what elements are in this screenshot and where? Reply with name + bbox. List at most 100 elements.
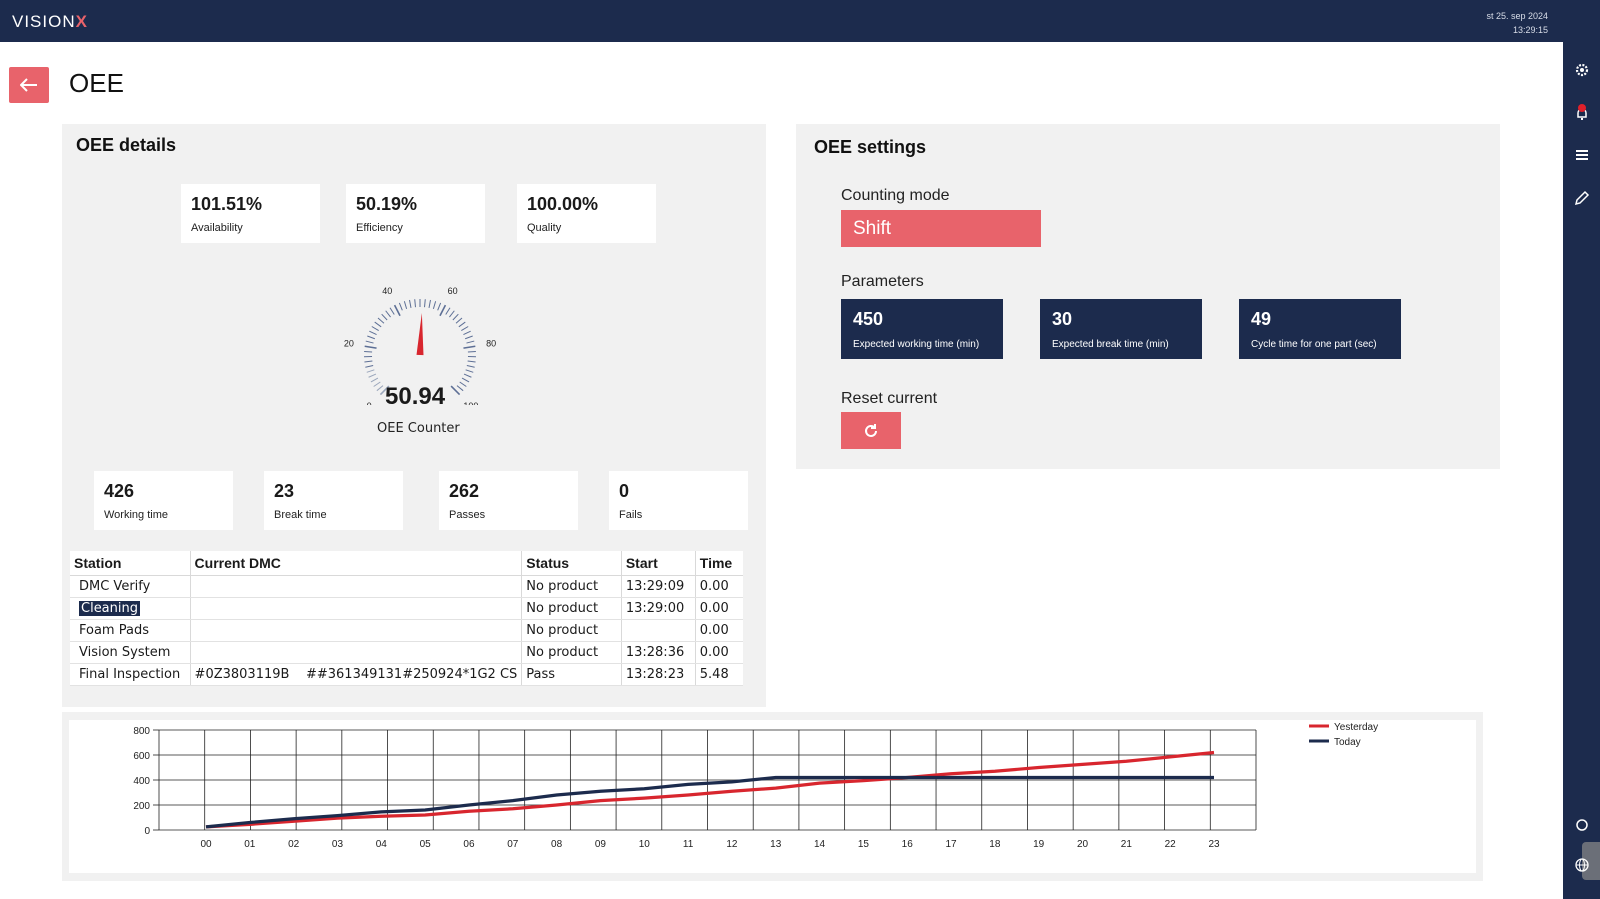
gauge-tick xyxy=(463,330,471,336)
globe-icon[interactable] xyxy=(1572,858,1592,878)
param-working-time[interactable]: 450 Expected working time (min) xyxy=(841,299,1003,359)
chart-xtick-label: 04 xyxy=(376,839,388,850)
gauge-tick xyxy=(450,385,461,396)
gauge-tick xyxy=(449,310,455,318)
dmc-cell: #0Z3803119B ##361349131#250924*1G2 CS xyxy=(190,663,523,686)
chart-xtick-label: 12 xyxy=(726,839,738,850)
chart-xtick-label: 00 xyxy=(200,839,212,850)
start-cell: 13:29:09 xyxy=(621,575,696,598)
gauge-tick xyxy=(437,302,442,311)
param-label: Cycle time for one part (sec) xyxy=(1251,339,1377,350)
side-tab-handle[interactable] xyxy=(1582,842,1600,880)
gauge-tick xyxy=(368,373,377,378)
chart-series-line-today xyxy=(205,775,1214,829)
station-cell: Final Inspection xyxy=(70,663,191,686)
dmc-cell xyxy=(190,575,523,598)
settings-small-icon[interactable] xyxy=(1572,818,1592,838)
gauge-tick xyxy=(439,304,447,317)
gauge-tick xyxy=(467,350,476,353)
chart-series-line-yesterday xyxy=(205,750,1215,829)
col-time: Time xyxy=(695,551,743,576)
gauge-tick xyxy=(403,301,408,310)
status-cell: No product xyxy=(521,575,622,598)
parameters-label: Parameters xyxy=(841,273,924,290)
param-cycle-time[interactable]: 49 Cycle time for one part (sec) xyxy=(1239,299,1401,359)
chart-xtick-label: 16 xyxy=(902,839,914,850)
chart-xtick-label: 09 xyxy=(595,839,607,850)
arrow-left-icon xyxy=(19,78,37,92)
gear-icon[interactable] xyxy=(1572,62,1592,82)
time-cell: 5.48 xyxy=(695,663,743,686)
chart-ytick-label: 400 xyxy=(133,776,150,787)
gauge-value: 50.94 xyxy=(385,383,446,410)
top-bar: VISIONX st 25. sep 2024 13:29:15 xyxy=(0,0,1600,42)
fails-label: Fails xyxy=(619,509,643,521)
counting-mode-button[interactable]: Shift xyxy=(841,210,1041,247)
counting-mode-label: Counting mode xyxy=(841,187,950,204)
chart-xtick-label: 18 xyxy=(989,839,1001,850)
logo: VISIONX xyxy=(12,12,88,31)
chart-card: 0 200 400 600 800 00 01 02 03 04 05 06 07 08 09 10 11 12 1… xyxy=(69,720,1476,873)
station-table: Station Current DMC Status Start Time DM… xyxy=(70,551,743,686)
table-row[interactable]: Final Inspection #0Z3803119B ##361349131… xyxy=(70,663,743,686)
gauge-tick xyxy=(461,377,470,383)
date-text: st 25. sep 2024 xyxy=(1486,11,1548,21)
table-row[interactable]: Foam Pads No product 0.00 xyxy=(70,619,743,642)
status-cell: No product xyxy=(521,641,622,664)
oee-settings-panel xyxy=(796,124,1500,469)
gauge-tick xyxy=(369,330,377,336)
gauge-tick xyxy=(374,321,382,328)
efficiency-value: 50.19% xyxy=(356,194,418,214)
passes-card: 262 Passes xyxy=(439,471,578,530)
chart-xtick-label: 15 xyxy=(858,839,870,850)
gauge-tick xyxy=(409,299,412,308)
gauge-tick xyxy=(461,326,469,331)
gauge-tick xyxy=(389,307,395,315)
gauge-tick xyxy=(432,301,437,310)
gauge-tick xyxy=(463,373,472,378)
reset-button[interactable] xyxy=(841,412,901,449)
gauge-tick xyxy=(424,299,426,308)
gauge-tick xyxy=(465,369,474,373)
legend-label: Yesterday xyxy=(1334,722,1378,733)
gauge-tick xyxy=(379,385,390,396)
chart-xtick-label: 11 xyxy=(683,839,694,850)
gauge-tick xyxy=(393,304,401,317)
gauge-tick xyxy=(366,369,375,373)
quality-label: Quality xyxy=(527,222,562,234)
production-line-chart: 0 200 400 600 800 00 01 02 03 04 05 06 07 08 09 10 11 12 1… xyxy=(133,722,1378,850)
gauge-tick xyxy=(364,345,377,349)
gauge-tick xyxy=(381,313,388,321)
table-header-row: Station Current DMC Status Start Time xyxy=(70,551,743,576)
gauge-needle xyxy=(416,313,424,356)
chart-ytick-label: 200 xyxy=(133,801,150,812)
gauge-tick xyxy=(370,377,379,383)
chart-xtick-label: 08 xyxy=(551,839,563,850)
col-station: Station xyxy=(70,551,191,576)
bell-icon[interactable] xyxy=(1572,104,1592,126)
gauge-tick xyxy=(428,299,431,308)
gauge-tick xyxy=(364,360,373,363)
menu-icon[interactable] xyxy=(1572,148,1592,168)
param-break-time[interactable]: 30 Expected break time (min) xyxy=(1040,299,1202,359)
gauge-tick-label: 0 xyxy=(367,401,372,405)
time-cell: 0.00 xyxy=(695,641,743,664)
col-status: Status xyxy=(521,551,622,576)
notification-dot xyxy=(1578,104,1586,112)
table-row[interactable]: DMC Verify No product 13:29:09 0.00 xyxy=(70,575,743,598)
efficiency-card: 50.19% Efficiency xyxy=(346,184,485,243)
oee-gauge: 0 20 40 60 80 100 xyxy=(344,286,496,405)
gauge-tick xyxy=(467,360,476,363)
gauge-tick xyxy=(463,345,476,349)
gauge-tick xyxy=(414,299,416,308)
gauge-tick xyxy=(385,310,391,318)
table-row[interactable]: Vision System No product 13:28:36 0.00 xyxy=(70,641,743,664)
edit-icon[interactable] xyxy=(1572,190,1592,210)
status-cell: No product xyxy=(521,597,622,620)
fails-card: 0 Fails xyxy=(609,471,748,530)
gauge-tick-label: 100 xyxy=(463,401,478,405)
legend-label: Today xyxy=(1334,737,1361,748)
table-row[interactable]: Cleaning No product 13:29:00 0.00 xyxy=(70,597,743,620)
start-cell: 13:28:23 xyxy=(621,663,696,686)
back-button[interactable] xyxy=(9,67,49,103)
